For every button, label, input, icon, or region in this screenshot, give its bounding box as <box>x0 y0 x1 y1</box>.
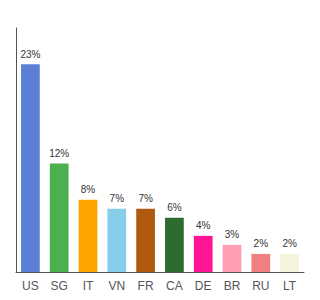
svg-text:7%: 7% <box>138 193 153 204</box>
svg-text:8%: 8% <box>81 184 96 195</box>
svg-text:6%: 6% <box>167 202 182 213</box>
svg-text:LT: LT <box>283 279 297 293</box>
svg-text:23%: 23% <box>20 49 40 60</box>
svg-text:2%: 2% <box>282 238 297 249</box>
svg-text:US: US <box>22 279 39 293</box>
svg-text:4%: 4% <box>196 220 211 231</box>
svg-text:DE: DE <box>195 279 212 293</box>
svg-text:CA: CA <box>166 279 183 293</box>
svg-text:7%: 7% <box>110 193 125 204</box>
svg-text:RU: RU <box>252 279 269 293</box>
svg-text:IT: IT <box>83 279 94 293</box>
svg-text:VN: VN <box>108 279 125 293</box>
svg-text:12%: 12% <box>49 148 69 159</box>
svg-text:2%: 2% <box>254 238 269 249</box>
svg-text:3%: 3% <box>225 229 240 240</box>
svg-text:FR: FR <box>138 279 154 293</box>
svg-text:BR: BR <box>224 279 241 293</box>
svg-text:SG: SG <box>51 279 68 293</box>
